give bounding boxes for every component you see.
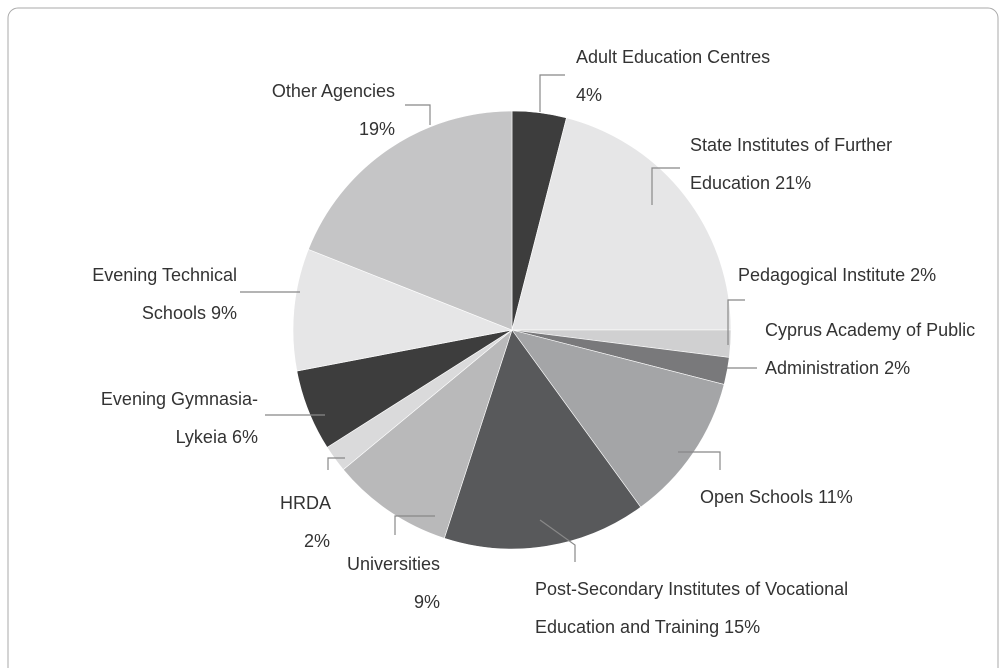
slice-label: Pedagogical Institute 2% <box>738 256 1006 294</box>
pie-slice <box>342 329 513 539</box>
value-label: 6% <box>231 427 258 447</box>
leader-line <box>539 74 565 112</box>
pie-slice <box>292 248 514 372</box>
category-label: Adult Education Centres <box>576 47 771 67</box>
leader-line <box>727 299 745 345</box>
leader-line <box>678 451 721 470</box>
value-label: 9% <box>413 592 440 612</box>
category-label: State Institutes of Further Education <box>690 135 893 193</box>
category-label: Pedagogical Institute <box>738 265 906 285</box>
value-label: 15% <box>724 617 761 637</box>
category-label: Evening Technical Schools <box>92 265 237 323</box>
pie-slice <box>511 117 732 331</box>
pie-slice <box>511 329 725 508</box>
category-label: Other Agencies <box>271 81 395 101</box>
slice-label: State Institutes of Further Education 21… <box>690 126 950 202</box>
category-label: HRDA <box>279 493 330 513</box>
slice-label: Cyprus Academy of Public Administration … <box>765 311 980 387</box>
slice-label: Other Agencies 19% <box>245 72 395 148</box>
value-label: 21% <box>775 173 812 193</box>
pie-slice <box>443 329 642 550</box>
value-label: 2% <box>884 358 911 378</box>
category-label: Evening Gymnasia-Lykeia <box>100 389 258 447</box>
category-label: Universities <box>346 554 440 574</box>
leader-line <box>327 457 345 470</box>
value-label: 19% <box>358 119 395 139</box>
value-label: 2% <box>910 265 937 285</box>
category-label: Cyprus Academy of Public Administration <box>765 320 976 378</box>
value-label: 9% <box>210 303 237 323</box>
value-label: 2% <box>303 531 330 551</box>
value-label: 11% <box>818 487 853 507</box>
slice-label: Evening Gymnasia-Lykeia 6% <box>88 380 258 456</box>
category-label: Open Schools <box>700 487 814 507</box>
leader-line <box>651 167 680 205</box>
pie-slice <box>307 110 513 331</box>
leader-line <box>539 519 576 562</box>
slice-label: Evening Technical Schools 9% <box>67 256 237 332</box>
frame <box>7 7 999 668</box>
leader-line <box>405 104 431 125</box>
slice-label: Post-Secondary Institutes of Vocational … <box>535 570 905 646</box>
slice-label: Universities 9% <box>330 545 440 621</box>
slice-label: Adult Education Centres 4% <box>576 38 786 114</box>
value-label: 4% <box>576 85 603 105</box>
slice-label: HRDA 2% <box>270 484 330 560</box>
slice-label: Open Schools 11% <box>700 478 950 516</box>
leader-line <box>394 515 435 535</box>
category-label: Post-Secondary Institutes of Vocational … <box>535 579 849 637</box>
